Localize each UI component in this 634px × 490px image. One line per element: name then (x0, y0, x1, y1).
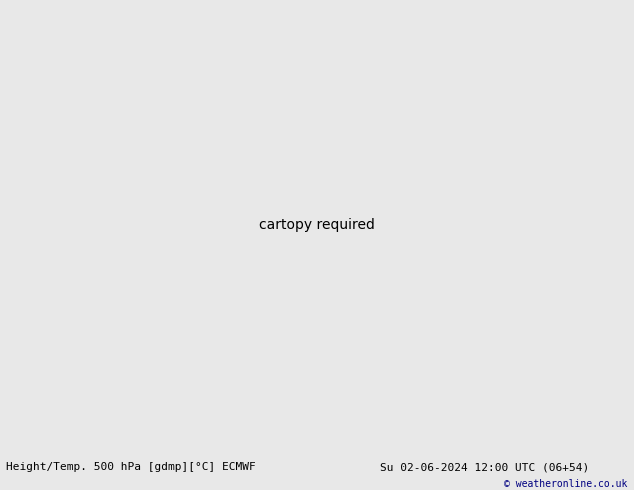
Text: Height/Temp. 500 hPa [gdmp][°C] ECMWF: Height/Temp. 500 hPa [gdmp][°C] ECMWF (6, 462, 256, 472)
Text: cartopy required: cartopy required (259, 219, 375, 232)
Text: Su 02-06-2024 12:00 UTC (06+54): Su 02-06-2024 12:00 UTC (06+54) (380, 462, 590, 472)
Text: © weatheronline.co.uk: © weatheronline.co.uk (504, 480, 628, 490)
